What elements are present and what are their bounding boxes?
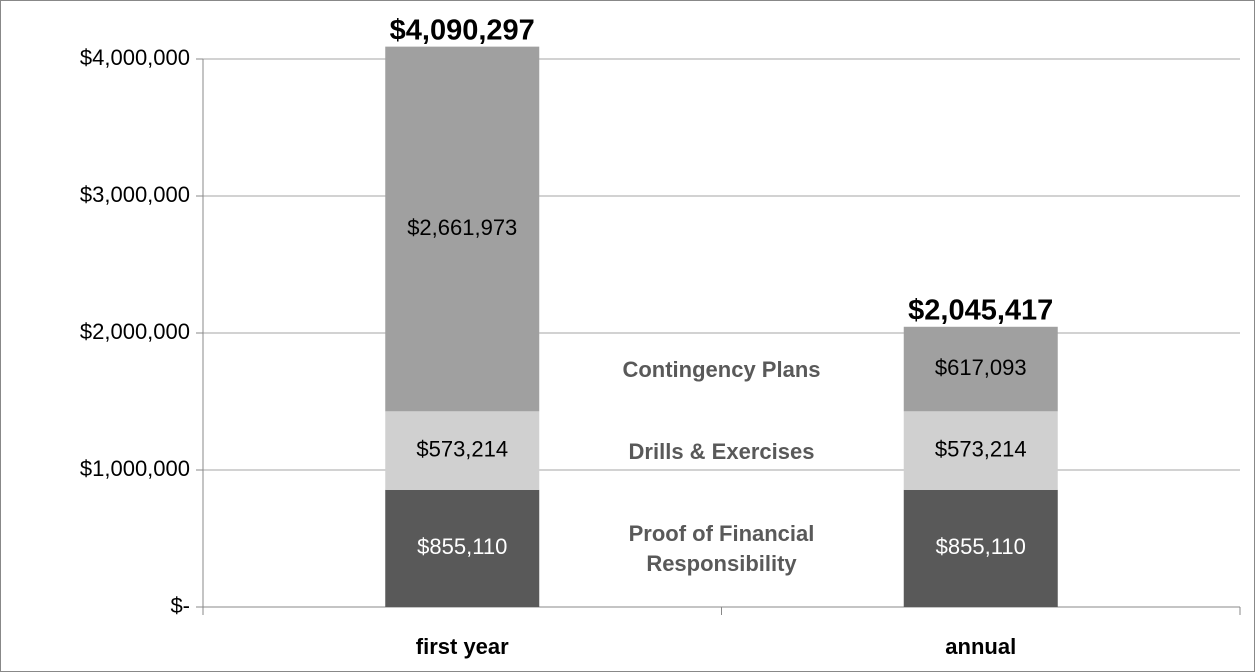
value-label: $573,214	[416, 436, 508, 461]
value-label: $855,110	[936, 534, 1026, 559]
value-label: $573,214	[935, 436, 1027, 461]
y-tick-label: $4,000,000	[80, 45, 190, 70]
series-label: Proof of Financial Responsibility	[628, 521, 815, 577]
x-tick-label: first year	[416, 634, 509, 659]
x-tick-label: annual	[945, 634, 1016, 659]
value-label: $617,093	[935, 355, 1027, 380]
bar-segment	[903, 489, 1058, 607]
series-label: Drills & Exercises	[628, 438, 815, 464]
bar-segment	[385, 489, 540, 607]
y-tick-label: $1,000,000	[80, 456, 190, 481]
bar-segment	[903, 326, 1058, 412]
bar-segment	[385, 411, 540, 490]
total-label: $2,045,417	[908, 294, 1053, 326]
series-label: Contingency Plans	[622, 357, 821, 383]
y-tick-label: $2,000,000	[80, 319, 190, 344]
y-tick-label: $-	[170, 593, 190, 618]
value-label: $855,110	[417, 534, 507, 559]
bar-segment	[903, 411, 1058, 490]
value-label: $2,661,973	[407, 215, 517, 240]
total-label: $4,090,297	[390, 14, 535, 46]
bar-segment	[385, 46, 540, 412]
y-tick-label: $3,000,000	[80, 182, 190, 207]
